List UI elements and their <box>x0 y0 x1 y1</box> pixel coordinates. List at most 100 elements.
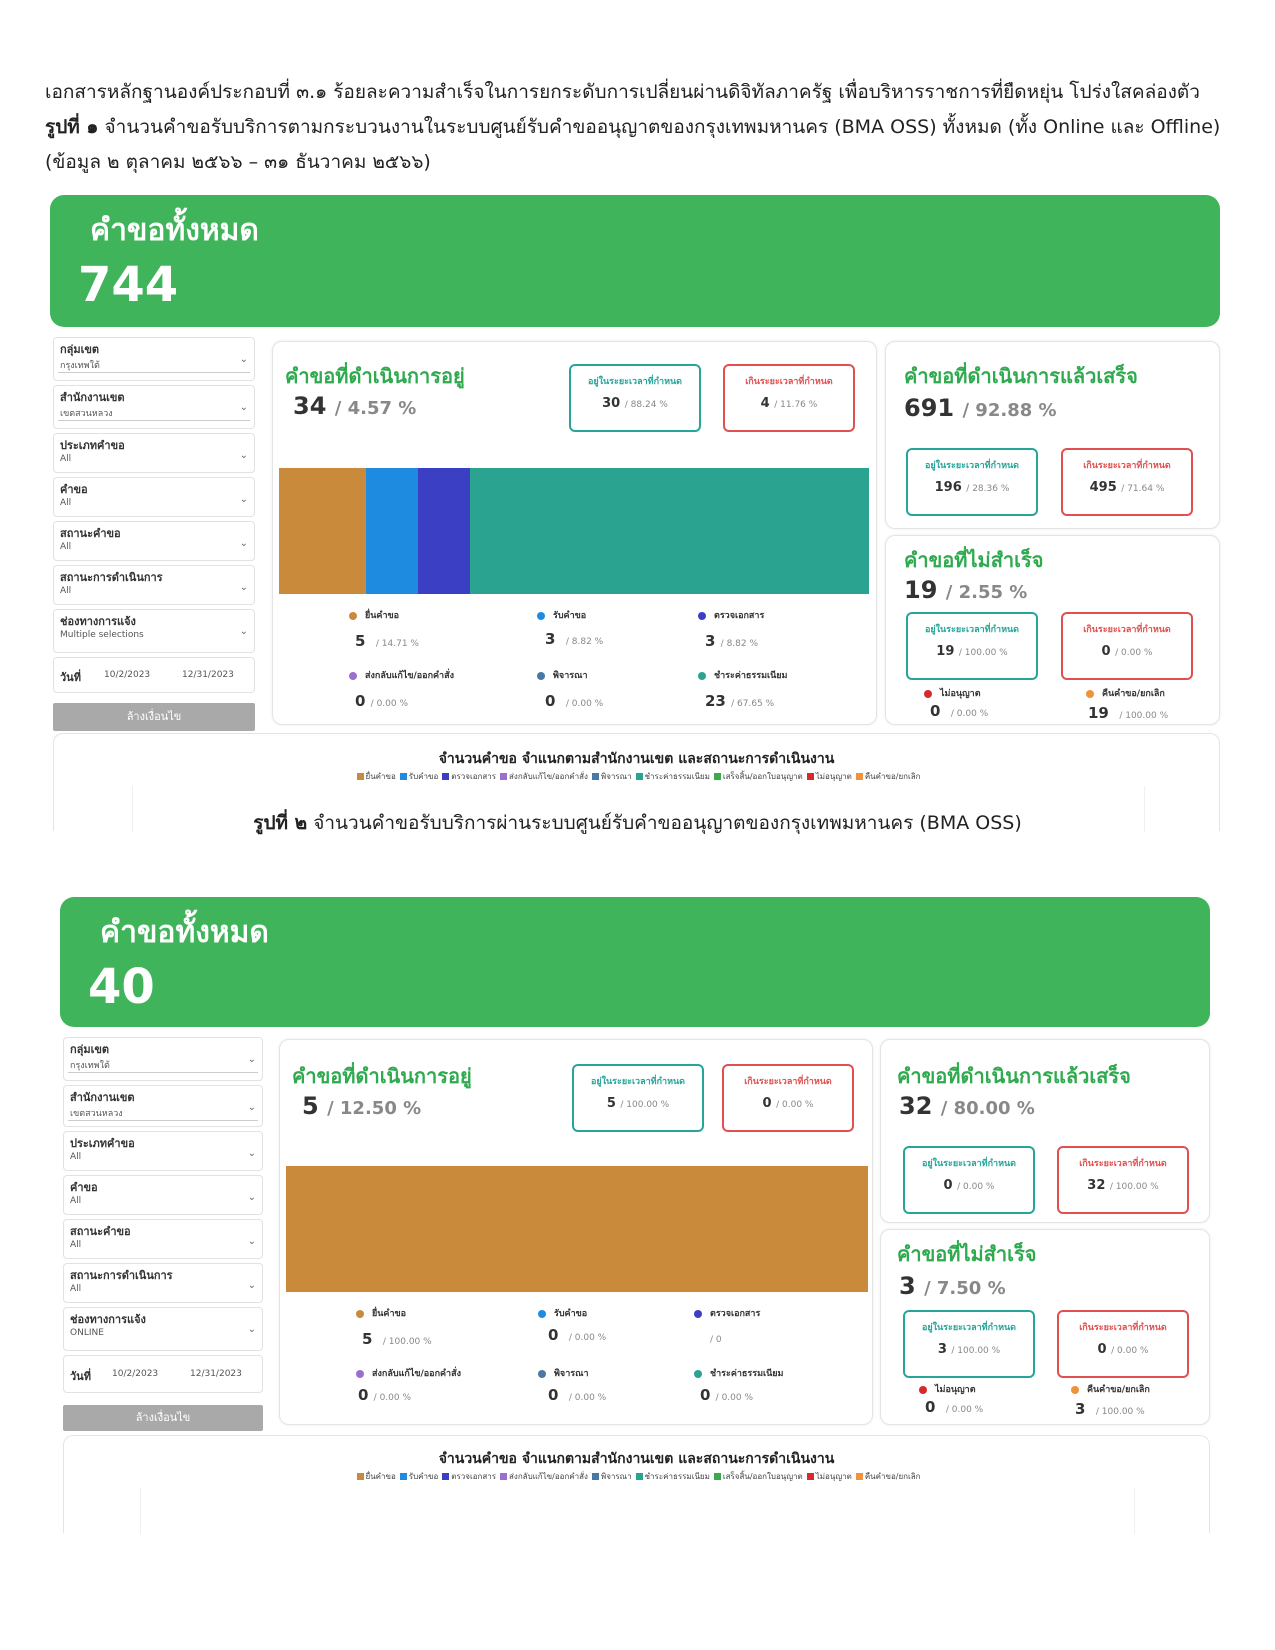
legend-label: เสร็จสิ้น/ออกใบอนุญาต <box>722 1472 803 1481</box>
legend-label: ตรวจเอกสาร <box>451 772 497 781</box>
stage-stacked-bar <box>279 468 869 594</box>
filter-type[interactable]: ประเภทคำขอ All ⌄ <box>53 433 255 473</box>
value-denied: 0 / 0.00 % <box>930 702 989 720</box>
filter-op-status[interactable]: สถานะการดำเนินการ All ⌄ <box>53 565 255 605</box>
legend-label: เสร็จสิ้น/ออกใบอนุญาต <box>722 772 803 781</box>
legend-return: ส่งกลับแก้ไข/ออกคำสั่ง <box>356 1366 461 1380</box>
in-progress-card: คำขอที่ดำเนินการอยู่ 5 / 12.50 % อยู่ในร… <box>279 1039 873 1425</box>
filter-label: คำขอ <box>70 1181 98 1194</box>
legend-swatch <box>591 1473 599 1480</box>
doc-heading: เอกสารหลักฐานองค์ประกอบที่ ๓.๑ ร้อยละควา… <box>45 81 1200 103</box>
bar-segment-submit <box>279 468 366 594</box>
legend-swatch <box>713 773 721 780</box>
filter-value: All <box>70 1240 82 1250</box>
failed-count: 19 / 2.55 % <box>904 576 1028 604</box>
total-requests-count: 744 <box>78 257 179 313</box>
legend-swatch <box>635 1473 643 1480</box>
filter-date-range[interactable]: วันที่ 10/2/2023 12/31/2023 <box>63 1355 263 1393</box>
filter-label: สำนักงานเขต <box>60 391 125 404</box>
chevron-down-icon: ⌄ <box>239 354 248 365</box>
in-progress-over-time: เกินระยะเวลาที่กำหนด 4 / 11.76 % <box>723 364 855 432</box>
clear-filters-button[interactable]: ล้างเงื่อนไข <box>53 703 255 731</box>
total-requests-title: คำขอทั้งหมด <box>100 915 269 950</box>
filter-label: คำขอ <box>60 483 88 496</box>
in-progress-on-time: อยู่ในระยะเวลาที่กำหนด 5 / 100.00 % <box>572 1064 704 1132</box>
filter-date-range[interactable]: วันที่ 10/2/2023 12/31/2023 <box>53 657 255 693</box>
filter-value: กรุงเทพใต้ <box>70 1061 110 1071</box>
date-from[interactable]: 10/2/2023 <box>112 1369 159 1379</box>
failed-over-time: เกินระยะเวลาที่กำหนด 0 / 0.00 % <box>1057 1310 1189 1378</box>
chevron-down-icon: ⌄ <box>247 1192 256 1203</box>
filter-status[interactable]: สถานะคำขอ All ⌄ <box>53 521 255 561</box>
chevron-down-icon: ⌄ <box>247 1102 256 1113</box>
value-receive: 0 / 0.00 % <box>548 1326 607 1344</box>
figure-1-caption: รูปที่ ๑ จำนวนคำขอรับบริการตามกระบวนงานใ… <box>45 110 1220 145</box>
filter-type[interactable]: ประเภทคำขอ All ⌄ <box>63 1131 263 1171</box>
legend-swatch <box>713 1473 721 1480</box>
district-status-chart: จำนวนคำขอ จำแนกตามสำนักงานเขต และสถานะกา… <box>53 733 1220 832</box>
filter-request[interactable]: คำขอ All ⌄ <box>63 1175 263 1215</box>
chart-title: จำนวนคำขอ จำแนกตามสำนักงานเขต และสถานะกา… <box>438 751 835 767</box>
legend-label: ไม่อนุญาต <box>815 772 852 781</box>
completed-over-time: เกินระยะเวลาที่กำหนด 495 / 71.64 % <box>1061 448 1193 516</box>
legend-denied: ไม่อนุญาต <box>924 686 981 700</box>
completed-card: คำขอที่ดำเนินการแล้วเสร็จ 32 / 80.00 % อ… <box>880 1039 1210 1223</box>
completed-card: คำขอที่ดำเนินการแล้วเสร็จ 691 / 92.88 % … <box>885 341 1220 529</box>
total-requests-count: 40 <box>88 959 155 1015</box>
filter-value: กรุงเทพใต้ <box>60 361 100 371</box>
value-submit: 5 / 14.71 % <box>355 632 419 650</box>
failed-on-time: อยู่ในระยะเวลาที่กำหนด 19 / 100.00 % <box>906 612 1038 680</box>
date-to[interactable]: 12/31/2023 <box>182 670 234 680</box>
completed-count: 691 / 92.88 % <box>904 394 1057 422</box>
filter-status[interactable]: สถานะคำขอ All ⌄ <box>63 1219 263 1259</box>
chevron-down-icon: ⌄ <box>239 538 248 549</box>
date-label: วันที่ <box>70 1370 91 1383</box>
chevron-down-icon: ⌄ <box>239 402 248 413</box>
filter-label: สถานะคำขอ <box>60 527 121 540</box>
value-fee: 23 / 67.65 % <box>705 692 775 710</box>
filter-office[interactable]: สำนักงานเขต เขตสวนหลวง ⌄ <box>53 385 255 429</box>
filter-channel[interactable]: ช่องทางการแจ้ง Multiple selections ⌄ <box>53 609 255 653</box>
legend-label: ยื่นคำขอ <box>365 772 396 781</box>
filter-request[interactable]: คำขอ All ⌄ <box>53 477 255 517</box>
completed-title: คำขอที่ดำเนินการแล้วเสร็จ <box>904 364 1138 388</box>
filter-value: All <box>60 454 72 464</box>
filter-group[interactable]: กลุ่มเขต กรุงเทพใต้ ⌄ <box>53 337 255 381</box>
filter-value: All <box>70 1152 82 1162</box>
legend-return: ส่งกลับแก้ไข/ออกคำสั่ง <box>349 668 454 682</box>
value-return: 0 / 0.00 % <box>355 692 409 710</box>
legend-swatch <box>399 773 407 780</box>
date-to[interactable]: 12/31/2023 <box>190 1369 242 1379</box>
filter-value: Multiple selections <box>60 630 144 640</box>
chart-legend: ยื่นคำขอ รับคำขอ ตรวจเอกสาร ส่งกลับแก้ไข/ออ… <box>64 1470 1209 1483</box>
failed-title: คำขอที่ไม่สำเร็จ <box>897 1242 1037 1266</box>
filter-op-status[interactable]: สถานะการดำเนินการ All ⌄ <box>63 1263 263 1303</box>
figure-1-text: จำนวนคำขอรับบริการตามกระบวนงานในระบบศูนย… <box>104 116 1221 138</box>
date-from[interactable]: 10/2/2023 <box>104 670 151 680</box>
completed-over-time: เกินระยะเวลาที่กำหนด 32 / 100.00 % <box>1057 1146 1189 1214</box>
in-progress-over-time: เกินระยะเวลาที่กำหนด 0 / 0.00 % <box>722 1064 854 1132</box>
filter-channel[interactable]: ช่องทางการแจ้ง ONLINE ⌄ <box>63 1307 263 1351</box>
legend-swatch <box>635 773 643 780</box>
value-consider: 0 / 0.00 % <box>545 692 604 710</box>
filter-value: เขตสวนหลวง <box>70 1109 123 1119</box>
legend-swatch <box>806 773 814 780</box>
chevron-down-icon: ⌄ <box>247 1324 256 1335</box>
legend-label: ส่งกลับแก้ไข/ออกคำสั่ง <box>509 772 588 781</box>
bar-segment-submit <box>286 1166 868 1292</box>
legend-label: ชำระค่าธรรมเนียม <box>644 1472 710 1481</box>
in-progress-count: 34 / 4.57 % <box>293 392 417 420</box>
figure-2-label: รูปที่ ๒ <box>253 812 308 834</box>
bar-segment-receive <box>365 468 418 594</box>
stage-stacked-bar <box>286 1166 868 1292</box>
value-cancel: 19 / 100.00 % <box>1088 704 1169 722</box>
clear-filters-button[interactable]: ล้างเงื่อนไข <box>63 1405 263 1431</box>
filter-office[interactable]: สำนักงานเขต เขตสวนหลวง ⌄ <box>63 1085 263 1127</box>
filter-group[interactable]: กลุ่มเขต กรุงเทพใต้ ⌄ <box>63 1037 263 1081</box>
legend-label: ตรวจเอกสาร <box>451 1472 497 1481</box>
filter-label: สถานะการดำเนินการ <box>60 571 163 584</box>
value-submit: 5 / 100.00 % <box>362 1330 432 1348</box>
bar-segment-check <box>417 468 470 594</box>
figure-2-text: จำนวนคำขอรับบริการผ่านระบบศูนย์รับคำขออน… <box>313 812 1022 834</box>
filter-label: สำนักงานเขต <box>70 1091 135 1104</box>
